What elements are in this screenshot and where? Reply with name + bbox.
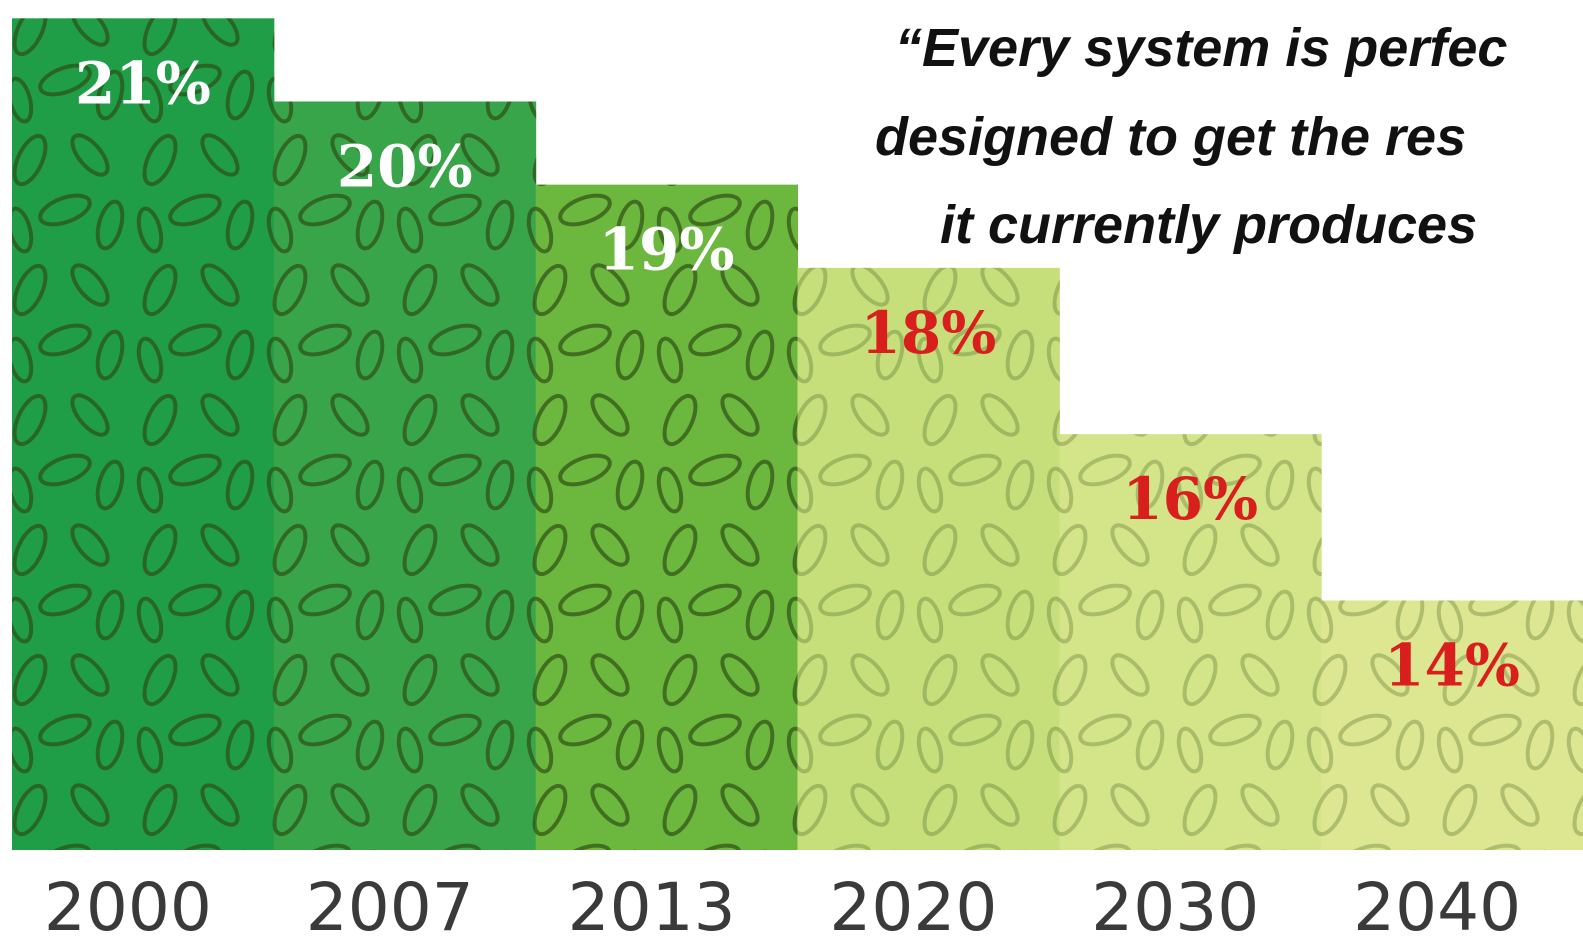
quote-line: it currently produces xyxy=(940,195,1477,255)
value-label: 14% xyxy=(1384,631,1520,699)
value-label: 19% xyxy=(599,216,735,284)
x-tick-label: 2013 xyxy=(568,869,736,946)
bars xyxy=(12,18,1583,851)
bar-texture xyxy=(273,101,537,850)
quote-line: designed to get the res xyxy=(875,107,1466,167)
quote-line: “Every system is perfec xyxy=(895,18,1507,78)
x-tick-label: 2000 xyxy=(44,869,212,946)
x-tick-label: 2040 xyxy=(1353,869,1521,946)
bar-texture xyxy=(1321,600,1583,850)
bar-texture xyxy=(1059,434,1322,850)
value-label: 21% xyxy=(75,49,211,117)
value-label: 18% xyxy=(861,299,997,367)
value-label: 16% xyxy=(1122,465,1258,533)
bar-texture xyxy=(535,184,798,851)
bar-texture xyxy=(12,18,275,850)
x-tick-label: 2007 xyxy=(306,869,474,946)
value-label: 20% xyxy=(337,132,473,200)
x-tick-label: 2020 xyxy=(829,869,997,946)
x-tick-label: 2030 xyxy=(1091,869,1259,946)
bar-texture xyxy=(797,267,1060,850)
